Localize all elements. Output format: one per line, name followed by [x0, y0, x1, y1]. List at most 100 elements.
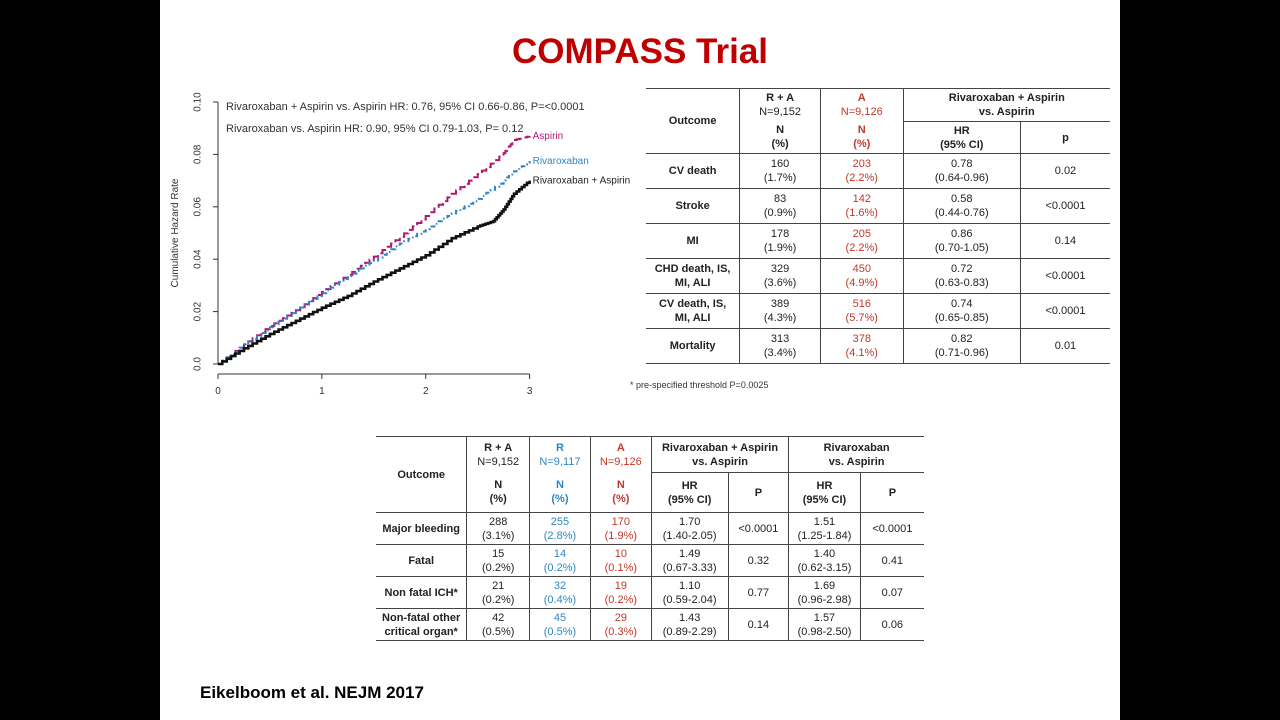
- cell-hr-1: 1.43 (0.89-2.29): [650, 608, 729, 641]
- row-outcome: Major bleeding: [376, 512, 467, 545]
- row-outcome: CV death: [646, 153, 740, 189]
- y-tick-label: 0.08: [193, 144, 204, 164]
- cell-hr-1: 1.70 (1.40-2.05): [650, 512, 729, 545]
- header-comparison-2: Rivaroxaban vs. Aspirin: [788, 436, 924, 473]
- cell-a: 450 (4.9%): [819, 258, 904, 294]
- table-row: Non fatal ICH* 21 (0.2%) 32 (0.4%) 19 (0.2%) 1.…: [376, 576, 924, 609]
- cell-ra: 21 (0.2%): [466, 576, 530, 609]
- slide-title: COMPASS Trial: [511, 32, 769, 71]
- cell-a: 10 (0.1%): [589, 544, 652, 577]
- cell-p-1: 0.14: [727, 608, 789, 641]
- bleeding-table: Outcome R + A N=9,152 R N=9,117 A N=9,126 R…: [376, 436, 924, 641]
- cell-a: 170 (1.9%): [589, 512, 652, 545]
- row-outcome: Non-fatal other critical organ*: [376, 608, 467, 641]
- cell-a: 205 (2.2%): [819, 223, 904, 259]
- header-p-2: P: [859, 472, 924, 513]
- cell-hr-2: 1.57 (0.98-2.50): [788, 608, 861, 641]
- cell-a: 29 (0.3%): [589, 608, 652, 641]
- table-row: CV death, IS, MI, ALI 389 (4.3%) 516 (5.7%) 0.…: [646, 293, 1110, 329]
- cell-hr: 0.58 (0.44-0.76): [902, 188, 1021, 224]
- hr-annotation-riva: Rivaroxaban vs. Aspirin HR: 0.90, 95% CI…: [226, 123, 523, 135]
- cell-r: 45 (0.5%): [529, 608, 591, 641]
- cell-r: 14 (0.2%): [529, 544, 591, 577]
- series-label-rivaroxaban-aspirin: Rivaroxaban + Aspirin: [533, 176, 630, 187]
- y-tick-label: 0.0: [193, 357, 204, 371]
- cell-ra: 160 (1.7%): [739, 153, 821, 189]
- cell-a: 203 (2.2%): [819, 153, 904, 189]
- row-outcome: Non fatal ICH*: [376, 576, 467, 609]
- cell-ra: 15 (0.2%): [466, 544, 530, 577]
- table-row: MI 178 (1.9%) 205 (2.2%) 0.86 (0.70-1.05) 0.14: [646, 223, 1110, 259]
- cell-r: 255 (2.8%): [529, 512, 591, 545]
- table-row: Non-fatal other critical organ* 42 (0.5%) 45…: [376, 608, 924, 641]
- y-tick-label: 0.02: [193, 301, 204, 321]
- header-hr-1: HR (95% CI): [650, 472, 729, 513]
- cell-p: <0.0001: [1019, 293, 1110, 329]
- cell-p: 0.01: [1019, 328, 1110, 364]
- cell-ra: 389 (4.3%): [739, 293, 821, 329]
- cell-ra: 178 (1.9%): [739, 223, 821, 259]
- footnote: * pre-specified threshold P=0.0025: [630, 380, 769, 390]
- cell-p-2: 0.07: [859, 576, 924, 609]
- header-outcome-2: Outcome: [376, 436, 467, 513]
- table-row: Major bleeding 288 (3.1%) 255 (2.8%) 170 (1.9%…: [376, 512, 924, 545]
- row-outcome: Stroke: [646, 188, 740, 224]
- y-tick-label: 0.06: [193, 197, 204, 217]
- row-outcome: Fatal: [376, 544, 467, 577]
- cell-hr-1: 1.10 (0.59-2.04): [650, 576, 729, 609]
- header-n-ra: N (%): [739, 121, 821, 154]
- table-row: Fatal 15 (0.2%) 14 (0.2%) 10 (0.1%) 1.49 (0.67-3…: [376, 544, 924, 577]
- cell-hr: 0.86 (0.70-1.05): [902, 223, 1021, 259]
- cell-p: <0.0001: [1019, 188, 1110, 224]
- x-tick-label: 1: [319, 386, 325, 397]
- y-tick-label: 0.04: [193, 249, 204, 269]
- series-label-aspirin: Aspirin: [533, 131, 564, 142]
- table-row: Stroke 83 (0.9%) 142 (1.6%) 0.58 (0.44-0.76) <0…: [646, 188, 1110, 224]
- cell-hr-2: 1.69 (0.96-2.98): [788, 576, 861, 609]
- header-ra: R + A N=9,152: [739, 88, 821, 122]
- cell-hr: 0.72 (0.63-0.83): [902, 258, 1021, 294]
- cell-hr-2: 1.40 (0.62-3.15): [788, 544, 861, 577]
- cell-p-1: 0.77: [727, 576, 789, 609]
- citation: Eikelboom et al. NEJM 2017: [200, 683, 424, 702]
- cell-ra: 288 (3.1%): [466, 512, 530, 545]
- row-outcome: CHD death, IS, MI, ALI: [646, 258, 740, 294]
- km-curve-chart: 0.0 0.02 0.04 0.06 0.08 0.10 0 1 2 3 Cumulative Ha…: [170, 92, 630, 397]
- table-row: Mortality 313 (3.4%) 378 (4.1%) 0.82 (0.71-0.9…: [646, 328, 1110, 364]
- cell-ra: 83 (0.9%): [739, 188, 821, 224]
- header-hr: HR (95% CI): [902, 121, 1021, 154]
- cell-hr: 0.82 (0.71-0.96): [902, 328, 1021, 364]
- header-a: A N=9,126: [819, 88, 904, 122]
- header-comparison: Rivaroxaban + Aspirin vs. Aspirin: [902, 88, 1110, 122]
- cell-ra: 313 (3.4%): [739, 328, 821, 364]
- cell-a: 142 (1.6%): [819, 188, 904, 224]
- header-n-ra-2: N (%): [466, 472, 530, 513]
- header-a-2: A N=9,126: [589, 436, 652, 473]
- series-line-rivaroxaban-aspirin: [218, 180, 531, 366]
- header-hr-2: HR (95% CI): [788, 472, 861, 513]
- cell-p-1: 0.32: [727, 544, 789, 577]
- cell-p: <0.0001: [1019, 258, 1110, 294]
- efficacy-table: Outcome R + A N=9,152 A N=9,126 Rivaroxaba…: [646, 88, 1110, 364]
- cell-hr-1: 1.49 (0.67-3.33): [650, 544, 729, 577]
- hr-annotation-combo: Rivaroxaban + Aspirin vs. Aspirin HR: 0.…: [226, 101, 585, 113]
- cell-a: 378 (4.1%): [819, 328, 904, 364]
- cell-p: 0.02: [1019, 153, 1110, 189]
- series-label-rivaroxaban: Rivaroxaban: [533, 156, 589, 167]
- cell-a: 516 (5.7%): [819, 293, 904, 329]
- cell-hr: 0.78 (0.64-0.96): [902, 153, 1021, 189]
- cell-ra: 42 (0.5%): [466, 608, 530, 641]
- header-r-2: R N=9,117: [529, 436, 591, 473]
- header-n-r-2: N (%): [529, 472, 591, 513]
- series-line-aspirin: [218, 135, 531, 365]
- row-outcome: CV death, IS, MI, ALI: [646, 293, 740, 329]
- row-outcome: MI: [646, 223, 740, 259]
- x-tick-label: 2: [423, 386, 429, 397]
- table-row: CV death 160 (1.7%) 203 (2.2%) 0.78 (0.64-0.96…: [646, 153, 1110, 189]
- row-outcome: Mortality: [646, 328, 740, 364]
- y-axis-label: Cumulative Hazard Rate: [170, 178, 181, 287]
- header-p-1: P: [727, 472, 789, 513]
- cell-p-2: 0.41: [859, 544, 924, 577]
- y-tick-label: 0.10: [193, 92, 204, 112]
- cell-ra: 329 (3.6%): [739, 258, 821, 294]
